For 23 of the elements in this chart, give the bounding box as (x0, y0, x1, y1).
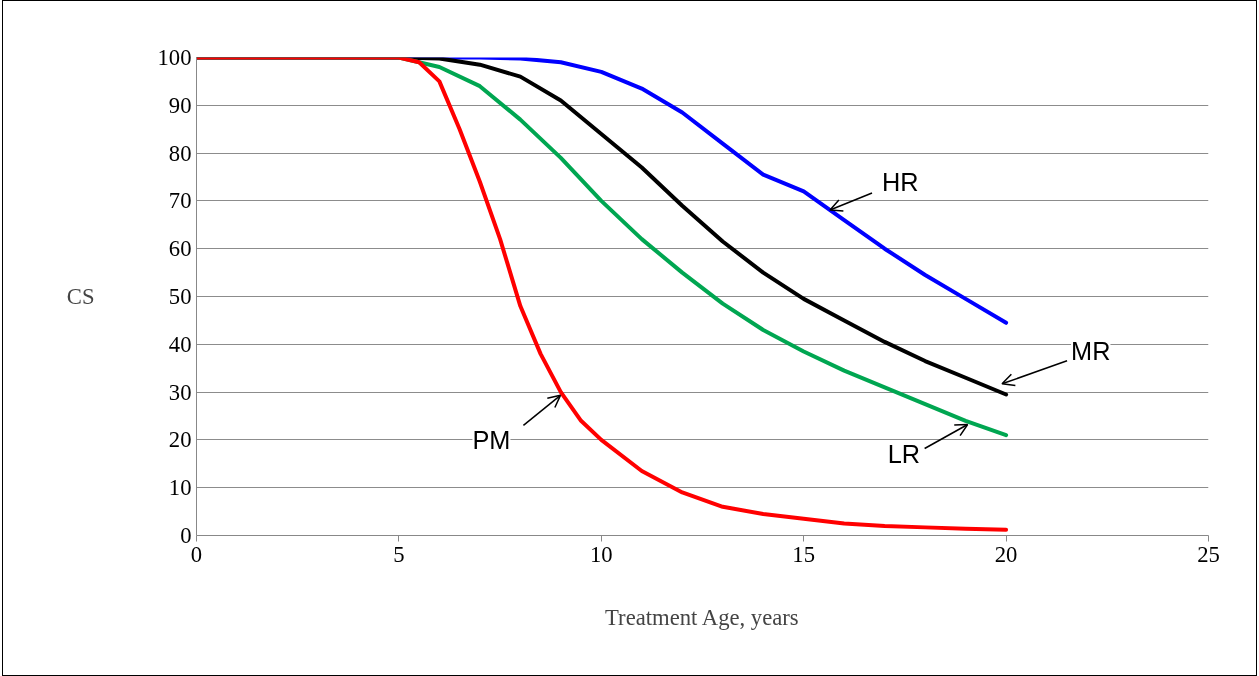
y-tick-label: 40 (168, 331, 192, 357)
x-tick-label: 5 (393, 541, 405, 567)
series-label: LR (887, 440, 921, 469)
y-axis-title: CS (66, 284, 95, 309)
series-label: HR (882, 167, 919, 196)
y-tick-label: 60 (168, 236, 192, 262)
line-series (196, 57, 1009, 532)
y-tick-label: 80 (168, 140, 192, 166)
x-axis-title: Treatment Age, years (605, 604, 799, 630)
x-tick-label: 20 (994, 541, 1018, 567)
y-tick-label: 70 (168, 188, 192, 214)
x-tick-label: 10 (589, 541, 613, 567)
y-tick-label: 10 (168, 475, 192, 501)
y-tick-label: 20 (168, 427, 192, 453)
y-tick-label: 100 (157, 45, 192, 70)
x-tick-label: 15 (792, 541, 816, 567)
y-tick-label: 90 (168, 92, 192, 118)
y-tick-label: 30 (168, 379, 192, 405)
text: PM (472, 426, 511, 455)
text: MR (1071, 336, 1111, 365)
x-tick-label: 25 (1197, 541, 1220, 567)
y-tick-label: 0 (180, 523, 192, 548)
y-tick-label: 50 (168, 284, 192, 309)
